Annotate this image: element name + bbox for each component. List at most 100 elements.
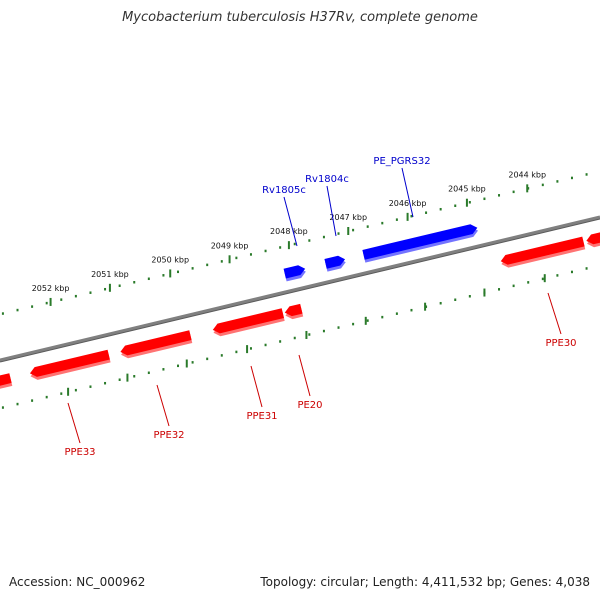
minor-tick xyxy=(322,235,325,239)
kbp-tick-label: 2051 kbp xyxy=(91,270,129,279)
outer-tick-track: 2052 kbp 2051 kbp 2050 kbp 2049 kbp 2048 kbp… xyxy=(1,170,588,315)
label-rv1805c: Rv1805c xyxy=(262,185,306,196)
gene-ppe30-arrow-arrow xyxy=(500,236,585,265)
kbp-tick-label: 2045 kbp xyxy=(448,185,486,194)
minor-tick xyxy=(89,291,92,294)
gene-pe-pgrs32-arrow xyxy=(362,224,478,260)
genome-summary: Topology: circular; Length: 4,411,532 bp… xyxy=(260,575,590,589)
label-rv1804c-leader xyxy=(326,185,337,237)
gene-pe20-arrow xyxy=(284,303,304,320)
minor-tick xyxy=(512,284,515,288)
label-pe20: PE20 xyxy=(297,400,322,411)
label-ppe30-leader xyxy=(547,292,562,335)
gene-pe20-arrow-arrow xyxy=(284,303,303,317)
minor-tick xyxy=(352,322,355,326)
gene-rv1805c-arrow xyxy=(283,265,306,279)
minor-tick xyxy=(60,298,63,301)
minor-tick xyxy=(191,267,194,270)
genome-title: Mycobacterium tuberculosis H37Rv, comple… xyxy=(122,10,478,25)
gene-ppe31-arrow-arrow xyxy=(212,308,285,334)
kbp-tick-label: 2044 kbp xyxy=(508,170,546,179)
label-pe-pgrs32-leader xyxy=(401,167,414,218)
minor-tick xyxy=(556,180,559,183)
minor-tick xyxy=(498,194,501,197)
minor-tick xyxy=(322,329,325,333)
minor-tick xyxy=(235,256,238,260)
minor-tick xyxy=(60,392,63,395)
minor-tick xyxy=(177,364,180,368)
minor-tick xyxy=(468,201,471,204)
minor-tick xyxy=(381,221,384,225)
minor-tick xyxy=(191,361,194,364)
gene-pe-pgrs32 xyxy=(362,224,479,263)
kbp-tick-label: 2052 kbp xyxy=(32,284,70,293)
gene-partial-left xyxy=(0,373,13,391)
accession-label: Accession: NC_000962 xyxy=(9,575,146,589)
minor-tick xyxy=(45,395,48,399)
label-rv1804c: Rv1804c xyxy=(305,174,349,185)
minor-tick xyxy=(425,211,428,214)
kbp-tick-label: 2047 kbp xyxy=(329,213,367,222)
minor-tick xyxy=(206,357,209,361)
minor-tick xyxy=(45,301,48,305)
minor-tick xyxy=(162,274,165,277)
minor-tick xyxy=(133,375,136,378)
gene-ppe33-arrow-arrow xyxy=(29,349,110,377)
minor-tick xyxy=(293,242,296,246)
label-ppe32: PPE32 xyxy=(153,430,184,441)
minor-tick xyxy=(118,284,121,287)
label-ppe31: PPE31 xyxy=(246,411,277,422)
minor-tick xyxy=(104,287,107,291)
minor-tick xyxy=(483,197,486,201)
minor-tick xyxy=(308,239,311,242)
minor-tick xyxy=(570,270,573,274)
gene-rv1804c-arrow xyxy=(324,255,346,269)
minor-tick xyxy=(468,295,471,298)
minor-tick xyxy=(527,281,530,284)
minor-tick xyxy=(177,270,180,274)
minor-tick xyxy=(454,204,457,207)
gene-rv1804c xyxy=(324,255,346,272)
minor-tick xyxy=(512,190,515,194)
minor-tick xyxy=(104,381,107,385)
gene-features xyxy=(0,224,600,391)
gene-ppe31-arrow xyxy=(212,308,285,337)
label-rv1805c-leader xyxy=(283,196,298,247)
inner-tick-track xyxy=(1,267,588,409)
gene-ppe33-arrow xyxy=(29,349,111,380)
minor-tick xyxy=(206,263,209,267)
gene-partial-right-arrow xyxy=(586,226,600,245)
minor-tick xyxy=(133,281,136,284)
minor-tick xyxy=(220,354,223,357)
minor-tick xyxy=(585,267,588,270)
gene-partial-left-arrow xyxy=(0,373,12,388)
kbp-tick-label: 2046 kbp xyxy=(389,199,427,208)
label-ppe32-leader xyxy=(156,384,170,427)
minor-tick xyxy=(541,183,544,187)
minor-tick xyxy=(498,288,501,291)
minor-tick xyxy=(118,378,121,381)
gene-ppe32-arrow xyxy=(120,330,193,359)
minor-tick xyxy=(16,308,19,312)
minor-tick xyxy=(16,402,19,406)
minor-tick xyxy=(556,274,559,277)
label-ppe31-leader xyxy=(250,365,263,408)
minor-tick xyxy=(1,312,4,315)
minor-tick xyxy=(366,319,369,322)
minor-tick xyxy=(1,406,4,409)
minor-tick xyxy=(31,399,34,402)
minor-tick xyxy=(147,371,150,375)
minor-tick xyxy=(454,298,457,301)
label-ppe33: PPE33 xyxy=(64,447,95,458)
minor-tick xyxy=(235,350,238,354)
minor-tick xyxy=(439,207,442,211)
label-pe20-leader xyxy=(298,354,311,397)
gene-partial-right xyxy=(586,226,600,248)
label-pe-pgrs32: PE_PGRS32 xyxy=(373,156,430,167)
minor-tick xyxy=(279,340,282,343)
minor-tick xyxy=(147,277,150,281)
minor-tick xyxy=(249,253,252,256)
minor-tick xyxy=(220,260,223,263)
